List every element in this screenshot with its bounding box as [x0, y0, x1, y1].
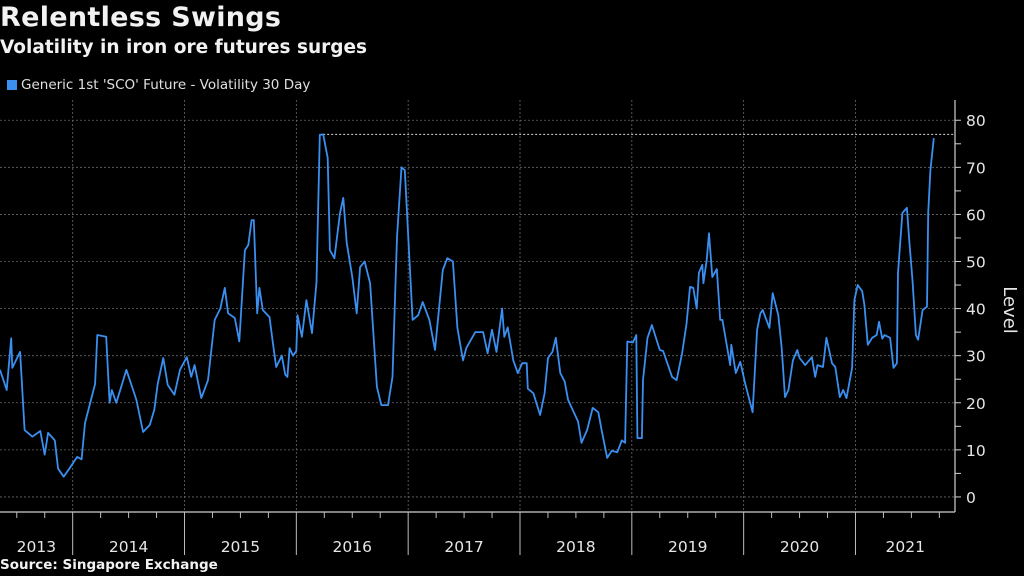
x-tick-label: 2019	[668, 538, 707, 556]
chart-subtitle: Volatility in iron ore futures surges	[0, 37, 368, 58]
y-tick-label: 50	[966, 254, 986, 272]
y-tick-label: 40	[966, 301, 986, 319]
y-tick-label: 70	[966, 159, 986, 177]
y-tick-label: 30	[966, 348, 986, 366]
x-tick-label: 2014	[109, 538, 148, 556]
x-tick-label: 2015	[221, 538, 260, 556]
x-tick-label: 2013	[17, 538, 56, 556]
legend-swatch	[7, 80, 17, 90]
y-axis-title: Level	[999, 286, 1020, 334]
y-tick-label: 80	[966, 112, 986, 130]
grid	[0, 100, 955, 512]
legend: Generic 1st 'SCO' Future - Volatility 30…	[7, 77, 310, 93]
axes: 0 10 20 30 40 50 60 70 80 2013 2014 2015 2016 2017 201…	[0, 100, 986, 556]
x-tick-label: 2018	[556, 538, 595, 556]
x-tick-label: 2020	[780, 538, 819, 556]
x-tick-label: 2016	[333, 538, 372, 556]
chart-title: Relentless Swings	[0, 2, 282, 33]
source-note: Source: Singapore Exchange	[0, 557, 218, 573]
series-lines	[0, 133, 955, 478]
y-tick-label: 0	[966, 489, 976, 507]
legend-label: Generic 1st 'SCO' Future - Volatility 30…	[21, 77, 311, 93]
x-tick-label: 2021	[886, 538, 925, 556]
y-tick-label: 20	[966, 395, 986, 413]
y-tick-label: 60	[966, 206, 986, 224]
x-tick-label: 2017	[444, 538, 483, 556]
y-tick-label: 10	[966, 442, 986, 460]
series-line	[0, 133, 935, 478]
